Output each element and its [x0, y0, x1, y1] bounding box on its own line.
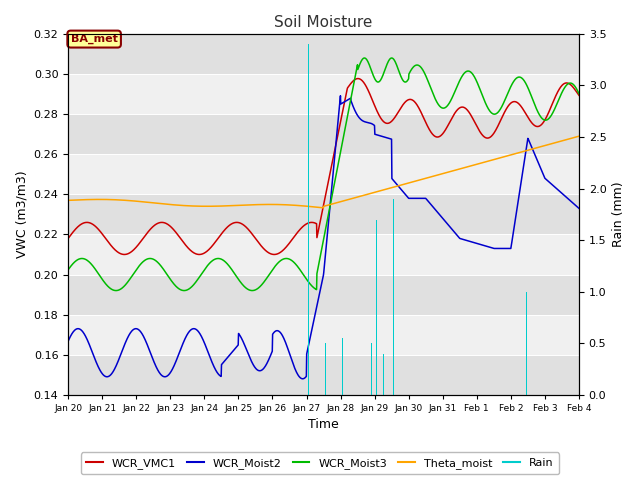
Y-axis label: Rain (mm): Rain (mm) — [612, 181, 625, 247]
Text: BA_met: BA_met — [70, 34, 118, 44]
X-axis label: Time: Time — [308, 419, 339, 432]
Bar — [68, 355, 579, 395]
Bar — [68, 114, 579, 154]
Title: Soil Moisture: Soil Moisture — [275, 15, 372, 30]
Bar — [68, 275, 579, 314]
Y-axis label: VWC (m3/m3): VWC (m3/m3) — [15, 170, 28, 258]
Bar — [68, 314, 579, 355]
Bar — [68, 194, 579, 234]
Bar — [68, 74, 579, 114]
Legend: WCR_VMC1, WCR_Moist2, WCR_Moist3, Theta_moist, Rain: WCR_VMC1, WCR_Moist2, WCR_Moist3, Theta_… — [81, 453, 559, 474]
Bar — [68, 234, 579, 275]
Bar — [68, 34, 579, 74]
Bar — [68, 154, 579, 194]
